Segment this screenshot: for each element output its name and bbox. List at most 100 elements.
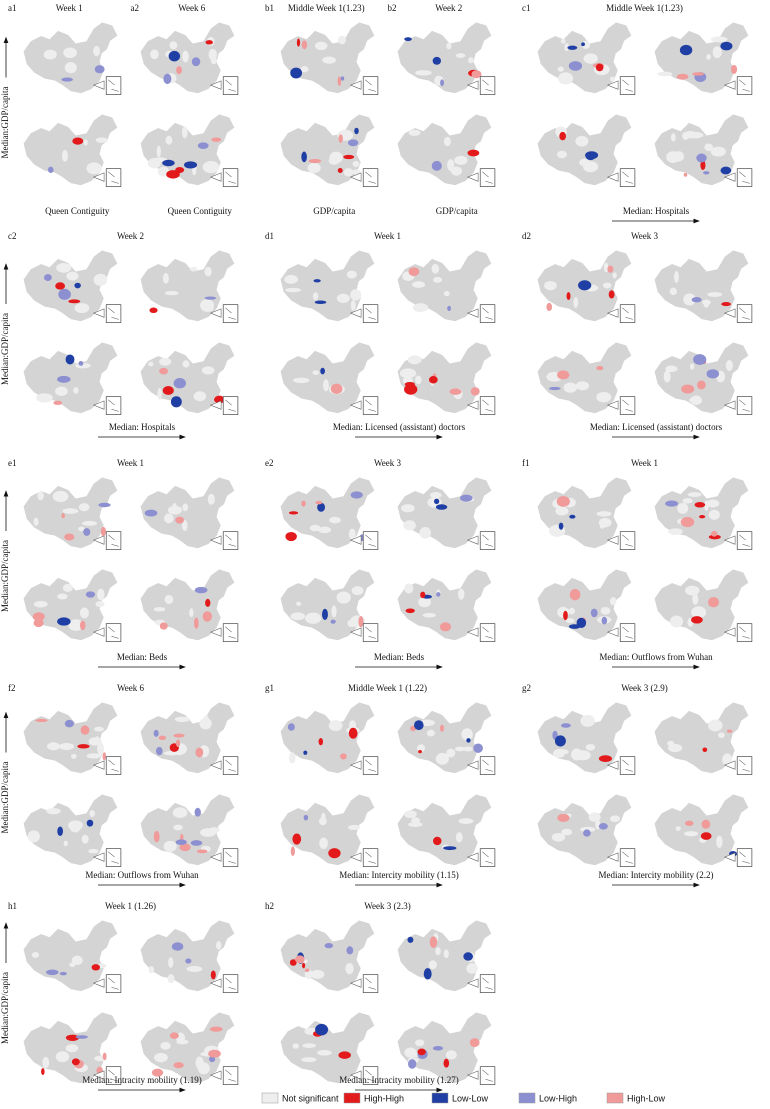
cluster-area bbox=[696, 380, 706, 390]
panel-tag: c1 bbox=[522, 3, 531, 13]
cluster-area bbox=[202, 611, 212, 622]
not-significant-area bbox=[684, 831, 699, 837]
inset-box bbox=[362, 304, 379, 323]
china-map bbox=[536, 793, 636, 867]
not-significant-area bbox=[301, 1057, 317, 1063]
not-significant-area bbox=[708, 509, 720, 520]
cluster-area bbox=[700, 832, 712, 840]
inset-arrow bbox=[723, 627, 736, 637]
legend-swatch bbox=[261, 1092, 279, 1104]
not-significant-area bbox=[708, 719, 723, 732]
not-significant-area bbox=[669, 615, 684, 628]
not-significant-area bbox=[314, 41, 328, 51]
not-significant-area bbox=[351, 169, 361, 175]
cluster-area bbox=[708, 597, 720, 608]
panel-tag: f1 bbox=[522, 458, 530, 468]
cluster-area bbox=[702, 747, 708, 753]
inset-arrow bbox=[209, 535, 222, 545]
not-significant-area bbox=[706, 54, 711, 60]
cluster-area bbox=[65, 1034, 80, 1041]
not-significant-area bbox=[457, 588, 465, 600]
not-significant-area bbox=[86, 162, 102, 175]
china-map bbox=[22, 568, 122, 642]
not-significant-area bbox=[688, 398, 697, 403]
cluster-area bbox=[303, 814, 309, 821]
inset-box bbox=[222, 623, 239, 642]
cluster-area bbox=[337, 76, 342, 86]
inset-islands bbox=[365, 759, 376, 772]
china-map bbox=[396, 341, 496, 415]
panel-title: Week 2 bbox=[117, 231, 144, 241]
cluster-area bbox=[568, 61, 583, 71]
not-significant-area bbox=[445, 1050, 457, 1060]
not-significant-area bbox=[305, 612, 322, 624]
cluster-area bbox=[358, 616, 364, 628]
cluster-area bbox=[35, 718, 48, 723]
cluster-area bbox=[578, 280, 592, 291]
not-significant-area bbox=[293, 377, 310, 384]
cluster-area bbox=[64, 533, 75, 541]
cluster-area bbox=[173, 1062, 184, 1069]
not-significant-area bbox=[153, 607, 166, 612]
not-significant-area bbox=[302, 1043, 317, 1048]
cluster-area bbox=[439, 622, 451, 632]
cluster-area bbox=[64, 719, 74, 728]
not-significant-area bbox=[710, 146, 726, 157]
not-significant-area bbox=[82, 520, 98, 526]
inset-arrow bbox=[209, 172, 222, 182]
cluster-area bbox=[210, 970, 216, 980]
not-significant-area bbox=[195, 1056, 204, 1069]
inset-box bbox=[479, 168, 496, 187]
inset-box bbox=[479, 974, 496, 993]
not-significant-area bbox=[160, 1041, 171, 1050]
china-map bbox=[279, 568, 379, 642]
not-significant-area bbox=[328, 156, 340, 165]
inset-box bbox=[619, 168, 636, 187]
inset-box bbox=[736, 756, 753, 775]
inset-islands bbox=[365, 851, 376, 864]
china-map bbox=[139, 568, 239, 642]
inset-arrow bbox=[349, 308, 362, 318]
legend-label: High-High bbox=[364, 1093, 404, 1103]
china-map bbox=[279, 1011, 379, 1085]
china-map bbox=[22, 249, 122, 323]
cluster-area bbox=[208, 1049, 221, 1058]
not-significant-area bbox=[461, 728, 473, 741]
inset-box bbox=[479, 396, 496, 415]
inset-islands bbox=[365, 307, 376, 320]
not-significant-area bbox=[555, 506, 569, 516]
cluster-area bbox=[151, 1068, 164, 1077]
cluster-area bbox=[75, 1035, 88, 1039]
map-outline bbox=[653, 793, 750, 866]
cluster-area bbox=[417, 1048, 426, 1056]
not-significant-area bbox=[290, 612, 306, 621]
china-map bbox=[279, 21, 379, 95]
not-significant-area bbox=[411, 817, 420, 824]
not-significant-area bbox=[573, 296, 579, 309]
inset-box bbox=[105, 76, 122, 95]
not-significant-area bbox=[307, 162, 321, 174]
panel-title: Week 2 bbox=[435, 3, 462, 13]
not-significant-area bbox=[43, 49, 57, 60]
inset-box bbox=[222, 1066, 239, 1085]
not-significant-area bbox=[181, 126, 188, 139]
cluster-area bbox=[205, 598, 211, 607]
cluster-area bbox=[162, 159, 175, 167]
inset-box bbox=[479, 756, 496, 775]
inset-box bbox=[105, 396, 122, 415]
china-map bbox=[396, 249, 496, 323]
cluster-area bbox=[163, 73, 172, 85]
inset-islands bbox=[482, 626, 493, 639]
inset-arrow bbox=[466, 308, 479, 318]
panel-title: Middle Week 1 (1.22) bbox=[348, 683, 427, 693]
inset-islands bbox=[225, 307, 236, 320]
cluster-area bbox=[601, 616, 608, 625]
not-significant-area bbox=[33, 600, 48, 608]
cluster-area bbox=[561, 723, 571, 728]
inset-box bbox=[479, 76, 496, 95]
not-significant-area bbox=[309, 524, 321, 532]
inset-box bbox=[736, 396, 753, 415]
inset-arrow bbox=[349, 535, 362, 545]
inset-islands bbox=[739, 759, 750, 772]
cluster-area bbox=[46, 969, 59, 976]
